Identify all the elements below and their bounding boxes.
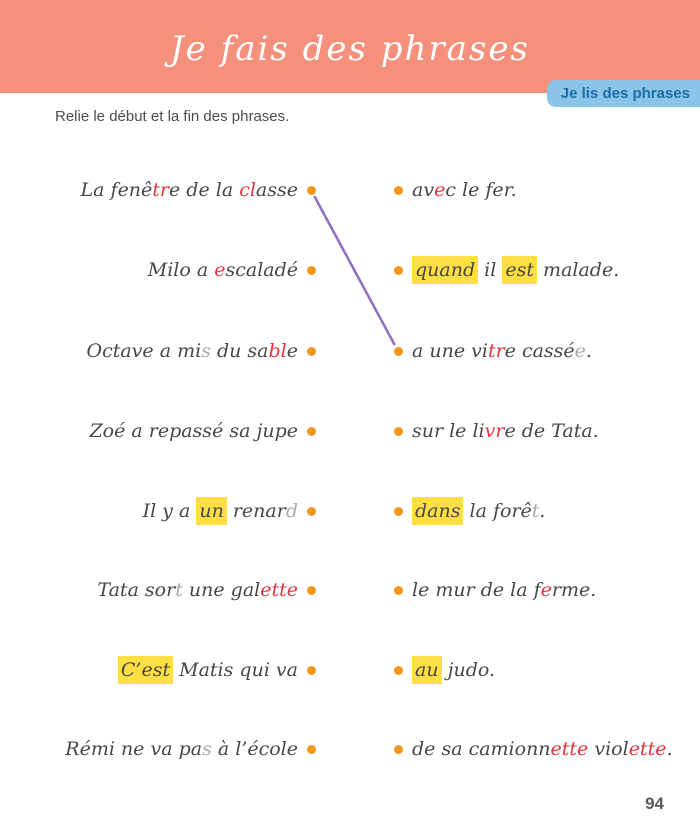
red-letters: e [540,579,552,601]
text-segment: a une vi [412,340,488,362]
red-letters: ette [260,579,298,601]
text-segment: une gal [182,579,261,601]
text-segment: judo. [441,659,496,681]
match-dot-left-1[interactable] [306,185,316,195]
text-segment: malade. [537,259,620,281]
text-segment: viol [588,738,629,760]
red-letters: e [214,259,226,281]
left-sentence-1: La fenêtre de la classe [81,173,298,207]
text-segment: Il y a [142,500,197,522]
text-segment: Matis qui va [173,659,298,681]
red-letters: ette [628,738,667,760]
text-segment: asse [255,179,298,201]
page-number: 94 [645,794,664,813]
match-dot-right-6[interactable] [393,585,403,595]
match-dot-right-8[interactable] [393,744,403,754]
text-segment: sur le li [412,420,485,442]
left-sentence-5: Il y a un renard [143,494,298,528]
match-dot-right-5[interactable] [393,506,403,516]
text-segment: à l’école [211,738,298,760]
match-dot-left-2[interactable] [306,265,316,275]
silent-letter: s [202,738,212,760]
text-segment: la forê [463,500,532,522]
match-dot-left-6[interactable] [306,585,316,595]
right-sentence-7: au judo. [412,653,495,687]
right-sentence-1: avec le fer. [412,173,517,207]
highlighted-word: un [196,497,227,525]
silent-letter: s [201,340,211,362]
text-segment: renar [226,500,286,522]
highlighted-word: dans [412,497,464,525]
match-dot-left-5[interactable] [306,506,316,516]
match-dot-left-7[interactable] [306,665,316,675]
text-segment: c le fer. [445,179,517,201]
left-sentence-8: Rémi ne va pas à l’école [65,732,298,766]
text-segment: scaladé [225,259,298,281]
left-sentence-6: Tata sort une galette [97,573,298,607]
match-dot-right-7[interactable] [393,665,403,675]
text-segment: . [539,500,546,522]
page-title: Je fais des phrases [170,28,530,69]
text-segment: il [478,259,503,281]
text-segment: . [585,340,592,362]
exercise-instruction: Relie le début et la fin des phrases. [55,108,290,125]
highlighted-word: au [412,656,442,684]
text-segment: . [666,738,673,760]
match-dot-left-4[interactable] [306,426,316,436]
text-segment: de sa camionn [412,738,551,760]
silent-letter: t [531,500,540,522]
red-letters: vr [484,420,505,442]
text-segment: rme. [551,579,597,601]
red-letters: tr [152,179,170,201]
text-segment: La fenê [80,179,153,201]
match-dot-right-1[interactable] [393,185,403,195]
left-sentence-2: Milo a escaladé [148,253,298,287]
left-sentence-7: C’est Matis qui va [117,653,298,687]
text-segment: av [412,179,435,201]
header-banner: Je fais des phrases [0,0,700,93]
text-segment: le mur de la f [412,579,541,601]
red-letters: bl [268,340,287,362]
text-segment: Tata sor [97,579,176,601]
text-segment: e [286,340,298,362]
red-letters: tr [487,340,505,362]
right-sentence-6: le mur de la ferme. [412,573,596,607]
right-sentence-8: de sa camionnette violette. [412,732,673,766]
lesson-badge: Je lis des phrases [546,80,700,107]
connection-line [313,195,396,346]
right-sentence-5: dans la forêt. [412,494,545,528]
text-segment: Milo a [147,259,215,281]
right-sentence-4: sur le livre de Tata. [412,414,599,448]
highlighted-word: est [502,256,538,284]
match-dot-right-2[interactable] [393,265,403,275]
red-letters: ette [550,738,589,760]
right-sentence-3: a une vitre cassée. [412,334,592,368]
left-sentence-4: Zoé a repassé sa jupe [89,414,298,448]
text-segment: e de Tata. [504,420,599,442]
text-segment: Zoé a repassé sa jupe [89,420,298,442]
text-segment: Rémi ne va pa [65,738,203,760]
silent-letter: e [574,340,586,362]
red-letters: cl [239,179,256,201]
silent-letter: t [175,579,183,601]
right-sentence-2: quand il est malade. [412,253,619,287]
match-dot-left-8[interactable] [306,744,316,754]
match-dot-right-4[interactable] [393,426,403,436]
text-segment: Octave a mi [86,340,202,362]
match-dot-left-3[interactable] [306,346,316,356]
red-letters: e [434,179,446,201]
silent-letter: d [285,500,298,522]
match-dot-right-3[interactable] [393,346,403,356]
text-segment: du sa [210,340,269,362]
text-segment: e de la [169,179,240,201]
highlighted-word: quand [412,256,479,284]
text-segment: e cassé [504,340,575,362]
left-sentence-3: Octave a mis du sable [87,334,299,368]
lesson-badge-label: Je lis des phrases [560,85,690,102]
highlighted-word: C’est [117,656,174,684]
